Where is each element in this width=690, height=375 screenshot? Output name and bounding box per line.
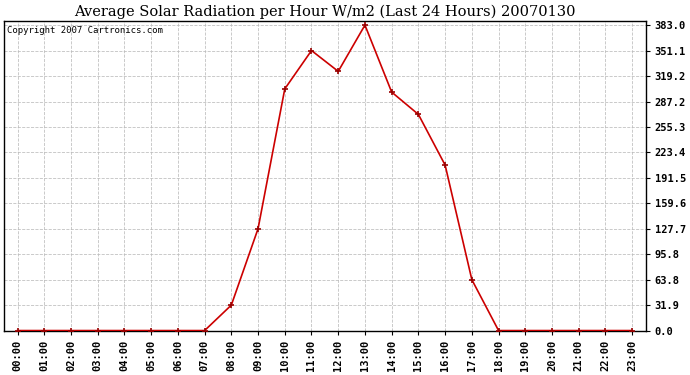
Text: Copyright 2007 Cartronics.com: Copyright 2007 Cartronics.com [8, 26, 164, 35]
Title: Average Solar Radiation per Hour W/m2 (Last 24 Hours) 20070130: Average Solar Radiation per Hour W/m2 (L… [74, 4, 575, 18]
